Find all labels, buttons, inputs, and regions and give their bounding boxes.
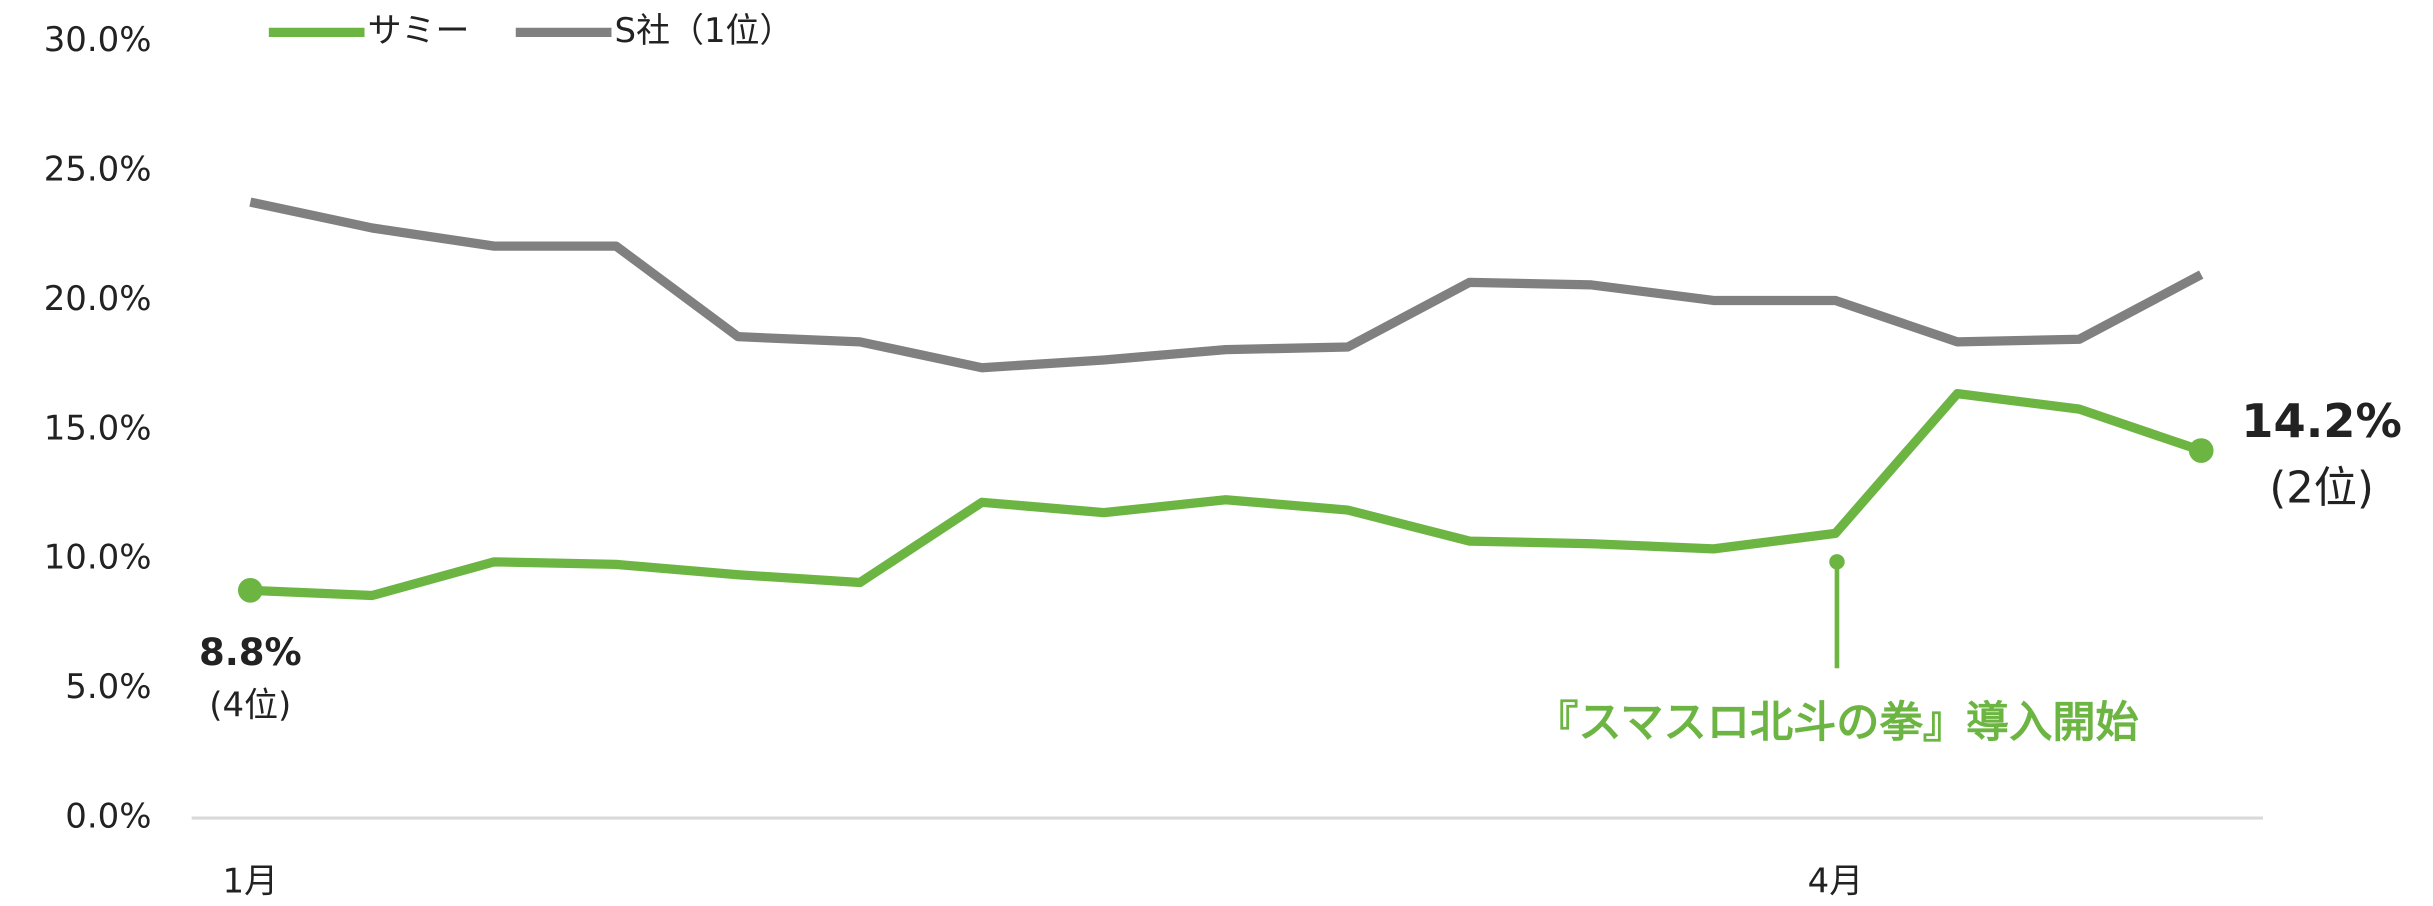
point-marker [2188, 438, 2214, 463]
x-tick-label: 1月 [223, 861, 279, 901]
value-label: 14.2% [2241, 394, 2402, 448]
y-tick-label: 30.0% [44, 20, 152, 60]
legend-label: サミー [368, 11, 470, 51]
y-tick-label: 15.0% [44, 408, 152, 448]
y-tick-label: 20.0% [44, 279, 152, 319]
event-dot [1829, 554, 1845, 570]
rank-annotation: (4位) [209, 685, 291, 725]
x-tick-label: 4月 [1808, 861, 1864, 901]
y-tick-label: 5.0% [65, 667, 151, 707]
y-tick-label: 0.0% [65, 797, 151, 837]
legend-label: S社（1位） [615, 11, 794, 51]
event-annotation: 『スマスロ北斗の拳』導入開始 [1535, 698, 2139, 748]
rank-annotation: (2位) [2269, 463, 2373, 513]
series-line [249, 197, 2204, 373]
point-marker [237, 577, 263, 603]
series-line [250, 388, 2203, 601]
y-tick-label: 25.0% [44, 150, 152, 190]
y-tick-label: 10.0% [44, 538, 152, 578]
value-label: 8.8% [199, 631, 302, 674]
